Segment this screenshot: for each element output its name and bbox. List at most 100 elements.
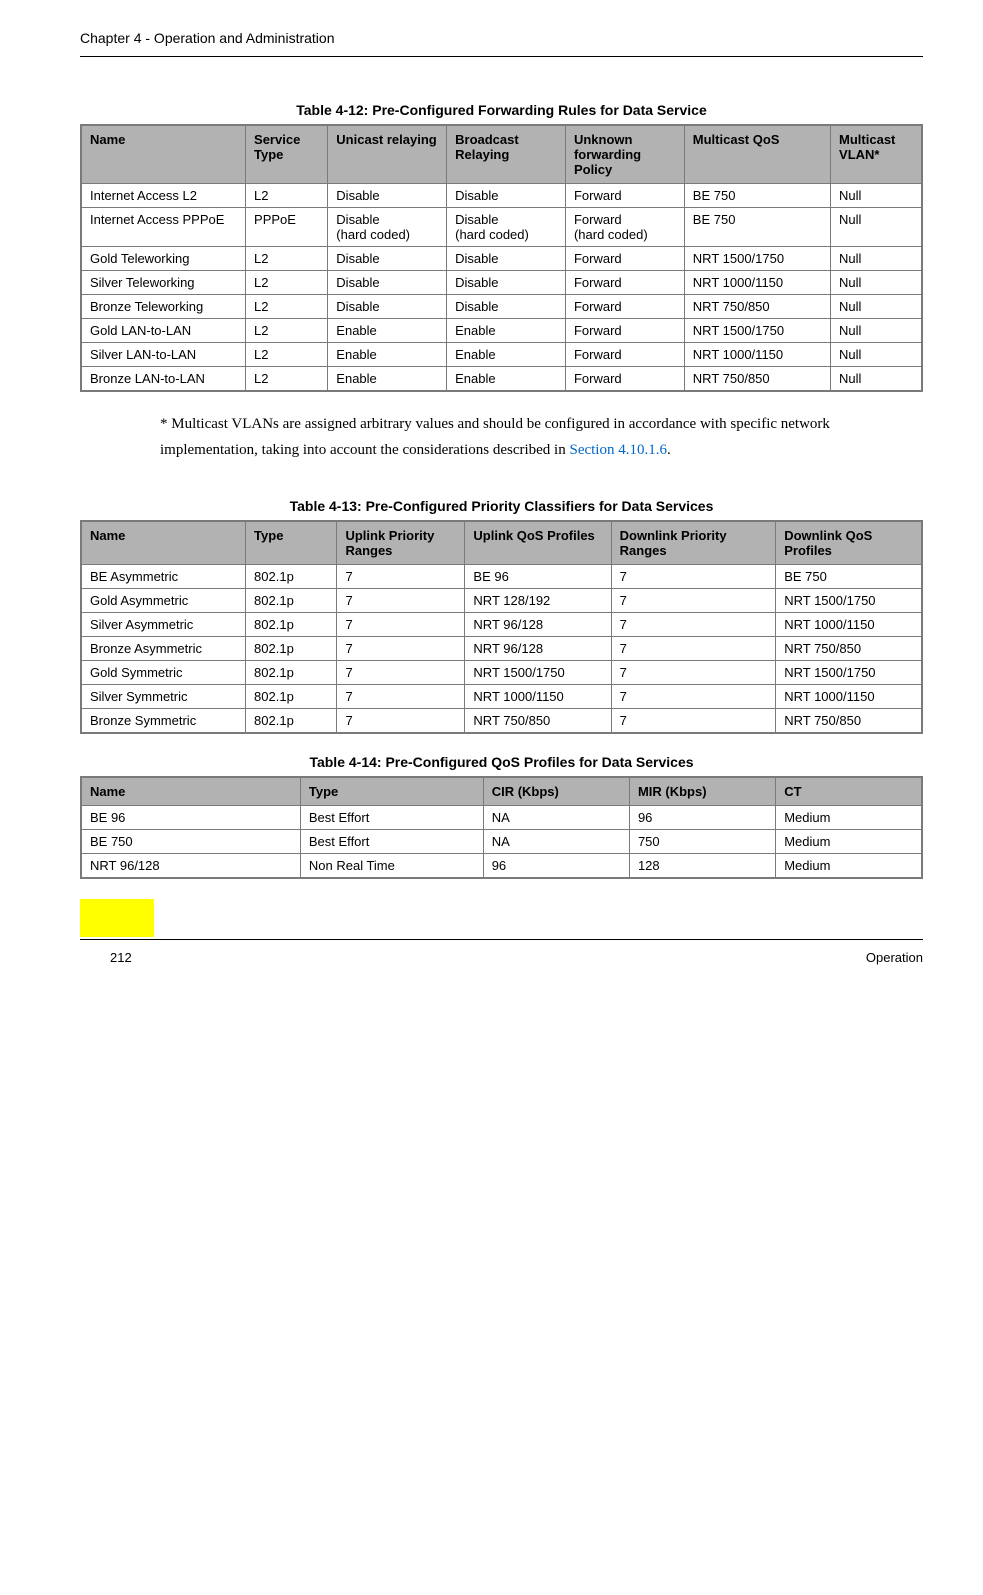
table-cell: NRT 1000/1150: [684, 271, 830, 295]
table-header: Uplink QoS Profiles: [465, 521, 611, 565]
table-header: Downlink QoS Profiles: [776, 521, 922, 565]
table-row: Silver Asymmetric802.1p7NRT 96/1287NRT 1…: [81, 613, 922, 637]
table-cell: Bronze LAN-to-LAN: [81, 367, 246, 392]
table-row: BE Asymmetric802.1p7BE 967BE 750: [81, 565, 922, 589]
table-cell: 7: [337, 589, 465, 613]
table-header: Unknown forwarding Policy: [565, 125, 684, 184]
table-cell: Enable: [447, 319, 566, 343]
table-cell: NRT 750/850: [776, 637, 922, 661]
table-cell: Best Effort: [300, 830, 483, 854]
table-row: Silver Symmetric802.1p7NRT 1000/11507NRT…: [81, 685, 922, 709]
table-cell: Null: [831, 271, 922, 295]
table-cell: Medium: [776, 806, 922, 830]
table-cell: Silver Symmetric: [81, 685, 246, 709]
table-cell: 7: [337, 685, 465, 709]
table-cell: NRT 96/128: [465, 637, 611, 661]
table-cell: Forward: [565, 184, 684, 208]
table-cell: 7: [611, 685, 776, 709]
section-link[interactable]: Section 4.10.1.6: [569, 442, 667, 458]
table-cell: Best Effort: [300, 806, 483, 830]
table-cell: Gold Symmetric: [81, 661, 246, 685]
table-cell: Null: [831, 208, 922, 247]
table-cell: NRT 1500/1750: [684, 319, 830, 343]
multicast-note: * Multicast VLANs are assigned arbitrary…: [160, 412, 900, 463]
table-cell: Non Real Time: [300, 854, 483, 879]
page-tab: [80, 899, 154, 937]
table-header: Name: [81, 521, 246, 565]
table-cell: NA: [483, 806, 629, 830]
table-cell: 7: [337, 637, 465, 661]
page-header: Chapter 4 - Operation and Administration: [80, 30, 923, 57]
table-cell: L2: [246, 367, 328, 392]
table-cell: Gold LAN-to-LAN: [81, 319, 246, 343]
table-header: Name: [81, 777, 300, 806]
table-cell: 750: [629, 830, 775, 854]
table3: NameTypeCIR (Kbps)MIR (Kbps)CTBE 96Best …: [80, 776, 923, 879]
table-cell: NRT 1000/1150: [465, 685, 611, 709]
table-cell: Medium: [776, 854, 922, 879]
table-cell: 7: [611, 613, 776, 637]
note-prefix: * Multicast VLANs are assigned arbitrary…: [160, 416, 830, 458]
table-cell: Internet Access L2: [81, 184, 246, 208]
table-cell: L2: [246, 343, 328, 367]
table-row: Silver TeleworkingL2DisableDisableForwar…: [81, 271, 922, 295]
table-cell: Forward: [565, 367, 684, 392]
table-row: Gold Symmetric802.1p7NRT 1500/17507NRT 1…: [81, 661, 922, 685]
table-cell: BE 750: [81, 830, 300, 854]
table-header: Uplink Priority Ranges: [337, 521, 465, 565]
table-cell: BE 750: [684, 208, 830, 247]
table-header: CT: [776, 777, 922, 806]
table-cell: Disable: [328, 184, 447, 208]
table-cell: 7: [337, 709, 465, 734]
table-header: Multicast VLAN*: [831, 125, 922, 184]
table-cell: Forward: [565, 319, 684, 343]
table-row: Gold LAN-to-LANL2EnableEnableForwardNRT …: [81, 319, 922, 343]
table-cell: Enable: [447, 367, 566, 392]
table-header: Broadcast Relaying: [447, 125, 566, 184]
table-cell: 7: [611, 589, 776, 613]
table2-title: Table 4-13: Pre-Configured Priority Clas…: [80, 498, 923, 514]
footer-section: Operation: [866, 950, 923, 965]
table-cell: Disable: [328, 295, 447, 319]
table-cell: L2: [246, 319, 328, 343]
table-cell: 802.1p: [246, 709, 337, 734]
table-cell: L2: [246, 184, 328, 208]
table-header: Name: [81, 125, 246, 184]
table2: NameTypeUplink Priority RangesUplink QoS…: [80, 520, 923, 734]
table-cell: NRT 128/192: [465, 589, 611, 613]
table-row: Gold Asymmetric802.1p7NRT 128/1927NRT 15…: [81, 589, 922, 613]
table-cell: 7: [611, 709, 776, 734]
table-row: Internet Access L2L2DisableDisableForwar…: [81, 184, 922, 208]
table-cell: NRT 1000/1150: [776, 685, 922, 709]
table-cell: 802.1p: [246, 661, 337, 685]
table-cell: NRT 1000/1150: [776, 613, 922, 637]
table-cell: BE 750: [684, 184, 830, 208]
table-row: BE 750Best EffortNA750Medium: [81, 830, 922, 854]
table-cell: Bronze Teleworking: [81, 295, 246, 319]
table-cell: Null: [831, 367, 922, 392]
table-row: BE 96Best EffortNA96Medium: [81, 806, 922, 830]
table-cell: NRT 1500/1750: [684, 247, 830, 271]
table-cell: Disable: [328, 247, 447, 271]
table-cell: Enable: [328, 367, 447, 392]
table-cell: NRT 1000/1150: [684, 343, 830, 367]
note-suffix: .: [667, 442, 671, 458]
table-cell: 802.1p: [246, 589, 337, 613]
table1: NameService TypeUnicast relayingBroadcas…: [80, 124, 923, 392]
table-cell: NRT 1500/1750: [465, 661, 611, 685]
table-cell: 802.1p: [246, 565, 337, 589]
table-cell: Disable(hard coded): [328, 208, 447, 247]
table-row: Bronze TeleworkingL2DisableDisableForwar…: [81, 295, 922, 319]
table-cell: NRT 96/128: [465, 613, 611, 637]
table-cell: BE 96: [465, 565, 611, 589]
table-cell: Disable: [328, 271, 447, 295]
table-cell: BE 96: [81, 806, 300, 830]
table-cell: NRT 750/850: [776, 709, 922, 734]
table-cell: NRT 1500/1750: [776, 661, 922, 685]
table-header: CIR (Kbps): [483, 777, 629, 806]
table-cell: Internet Access PPPoE: [81, 208, 246, 247]
table-cell: 128: [629, 854, 775, 879]
table-cell: 7: [611, 637, 776, 661]
table-row: Internet Access PPPoEPPPoEDisable(hard c…: [81, 208, 922, 247]
table-cell: Forward: [565, 295, 684, 319]
